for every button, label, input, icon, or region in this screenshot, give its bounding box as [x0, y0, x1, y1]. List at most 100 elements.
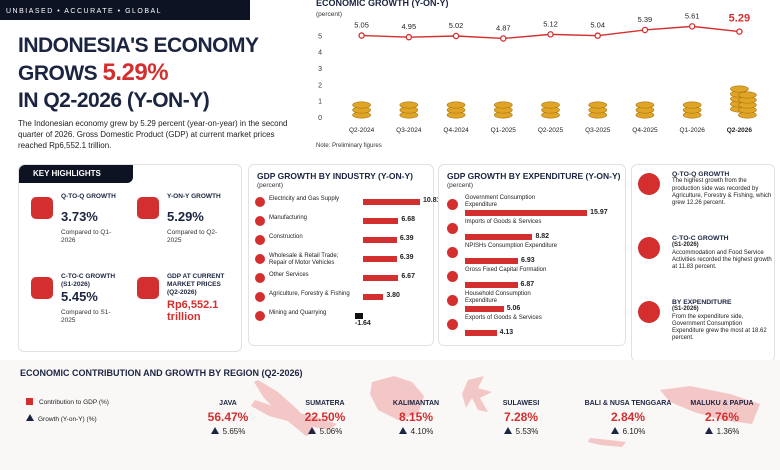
highlight-label: Y-ON-Y GROWTH: [167, 193, 221, 200]
x-tick-label: Q1-2026: [680, 127, 706, 134]
bar: [363, 218, 399, 224]
sidebar-icon: [638, 301, 660, 323]
bar: [465, 306, 504, 312]
sidebar-text: Q-TO-Q GROWTH The highest growth from the…: [672, 171, 772, 207]
chart-subtitle: (percent): [257, 182, 284, 189]
category-label: Agriculture, Forestry & Fishing: [269, 291, 350, 297]
bar-row: Government Consumption Expenditure 15.97: [443, 195, 621, 219]
brand-band: [0, 0, 250, 20]
coin: [541, 101, 560, 109]
highlight-note: Compared to Q1-2026: [61, 229, 112, 244]
category-label: Household Consumption Expenditure: [465, 291, 531, 304]
bar-row: Wholesale & Retail Trade; Repair of Moto…: [253, 252, 429, 271]
title-text: GROWS: [18, 62, 98, 85]
bar: [465, 330, 497, 336]
title-line: INDONESIA'S ECONOMY: [18, 34, 259, 57]
sidebar-title: C-TO-C GROWTH: [672, 235, 729, 242]
region-name: SULAWESI: [502, 400, 540, 407]
bar-row: Gross Fixed Capital Formation 6.87: [443, 267, 621, 291]
highlight-label: C-TO-C GROWTH (S1-2026): [61, 273, 116, 288]
bar: [465, 234, 533, 240]
category-label: Wholesale & Retail Trade; Repair of Moto…: [269, 253, 339, 266]
highlight-icon: [137, 197, 159, 219]
legend-entry: Contribution to GDP (%): [26, 398, 109, 406]
sidebar-item: Q-TO-Q GROWTH The highest growth from the…: [636, 171, 772, 233]
highlight-value: 5.45%: [61, 289, 98, 304]
title-block: INDONESIA'S ECONOMY GROWS 5.29% IN Q2-20…: [18, 32, 278, 114]
sidebar-text: C-TO-C GROWTH (S1-2026) Accommodation and …: [672, 235, 772, 271]
bar-row: Manufacturing 6.68: [253, 214, 429, 233]
coin: [493, 101, 513, 109]
region-contribution: 22.50%: [304, 410, 346, 424]
value-label: 5.12: [543, 19, 558, 28]
bar: [363, 275, 399, 281]
legend-entry: Growth (Y-on-Y) (%): [26, 414, 97, 423]
row-icon: [255, 311, 265, 321]
bar: [363, 237, 397, 243]
sidebar-subtitle: (S1-2026): [672, 306, 699, 313]
x-tick-label: Q4-2024: [443, 127, 469, 134]
coin: [446, 101, 466, 109]
sidebar-icon: [638, 237, 660, 259]
tagline: UNBIASED • ACCURATE • GLOBAL: [6, 8, 163, 15]
value-label: 6.68: [401, 216, 416, 223]
row-icon: [447, 295, 458, 306]
value-label: 5.06: [506, 305, 521, 312]
x-tick-label: Q2-2025: [538, 127, 564, 134]
sidebar-body: From the expenditure side, Government Co…: [672, 313, 767, 342]
description: The Indonesian economy grew by 5.29 perc…: [18, 119, 288, 150]
row-icon: [447, 247, 458, 258]
region-growth: 6.10%: [583, 427, 673, 436]
y-tick-label: 5: [318, 33, 322, 40]
growth-arrow: [210, 427, 219, 434]
point: [594, 32, 601, 39]
category-label: Imports of Goods & Services: [465, 219, 542, 225]
value-label: 4.13: [499, 329, 514, 336]
region-name: BALI & NUSA TENGGARA: [584, 400, 672, 407]
bar: [465, 210, 588, 216]
x-tick-label: Q2-2026: [727, 127, 753, 134]
category-label: Mining and Quarrying: [269, 310, 327, 316]
row-icon: [447, 271, 458, 282]
coin: [730, 85, 749, 93]
bar: [363, 256, 397, 262]
title-line: GROWS 5.29%: [18, 59, 278, 87]
region-item: SULAWESI 7.28% 5.53%: [476, 388, 566, 436]
point: [736, 28, 743, 35]
highlight-icon: [31, 197, 53, 219]
highlight-item: Y-ON-Y GROWTH 5.29% Compared to Q2-2025: [135, 191, 237, 267]
region-contribution: 7.28%: [503, 410, 539, 424]
point: [688, 23, 696, 30]
point: [641, 26, 649, 34]
value-label: 15.97: [590, 209, 608, 216]
row-icon: [255, 254, 265, 264]
bar: [354, 313, 364, 319]
coin: [682, 101, 702, 109]
highlight-item: GDP AT CURRENT MARKET PRICES (Q2-2026) Rp…: [135, 271, 237, 347]
legend-label: Growth (Y-on-Y) (%): [38, 416, 97, 423]
map-shape: [660, 386, 760, 424]
growth-value: 5.53%: [515, 427, 539, 436]
bar-rows: Electricity and Gas Supply 10.81 Manufactu…: [253, 195, 441, 328]
region-contribution: 8.15%: [398, 410, 434, 424]
x-tick-label: Q1-2025: [491, 127, 517, 134]
sidebar-text: BY EXPENDITURE (S1-2026) From the expendit…: [672, 299, 772, 343]
value-label: 5.61: [685, 11, 700, 20]
row-icon: [447, 223, 458, 234]
region-contribution: 56.47%: [207, 410, 249, 424]
legend-swatch: [26, 398, 33, 405]
row-icon: [255, 216, 265, 226]
y-tick-label: 4: [318, 50, 322, 57]
chart-note: Note: Preliminary figures: [316, 143, 382, 149]
y-tick-label: 3: [318, 66, 322, 73]
value-label: 6.67: [401, 273, 415, 280]
row-icon: [255, 292, 265, 302]
growth-arrow: [610, 427, 619, 434]
value-label: 6.87: [520, 281, 535, 288]
x-tick-label: Q3-2024: [396, 127, 422, 134]
highlight-item: Q-TO-Q GROWTH 3.73% Compared to Q1-2026: [29, 191, 131, 267]
region-title: ECONOMIC CONTRIBUTION AND GROWTH BY REGI…: [20, 368, 303, 378]
region-map: [251, 376, 760, 447]
region-contribution: 2.84%: [610, 410, 646, 424]
sidebar-subtitle: (S1-2026): [672, 242, 699, 249]
